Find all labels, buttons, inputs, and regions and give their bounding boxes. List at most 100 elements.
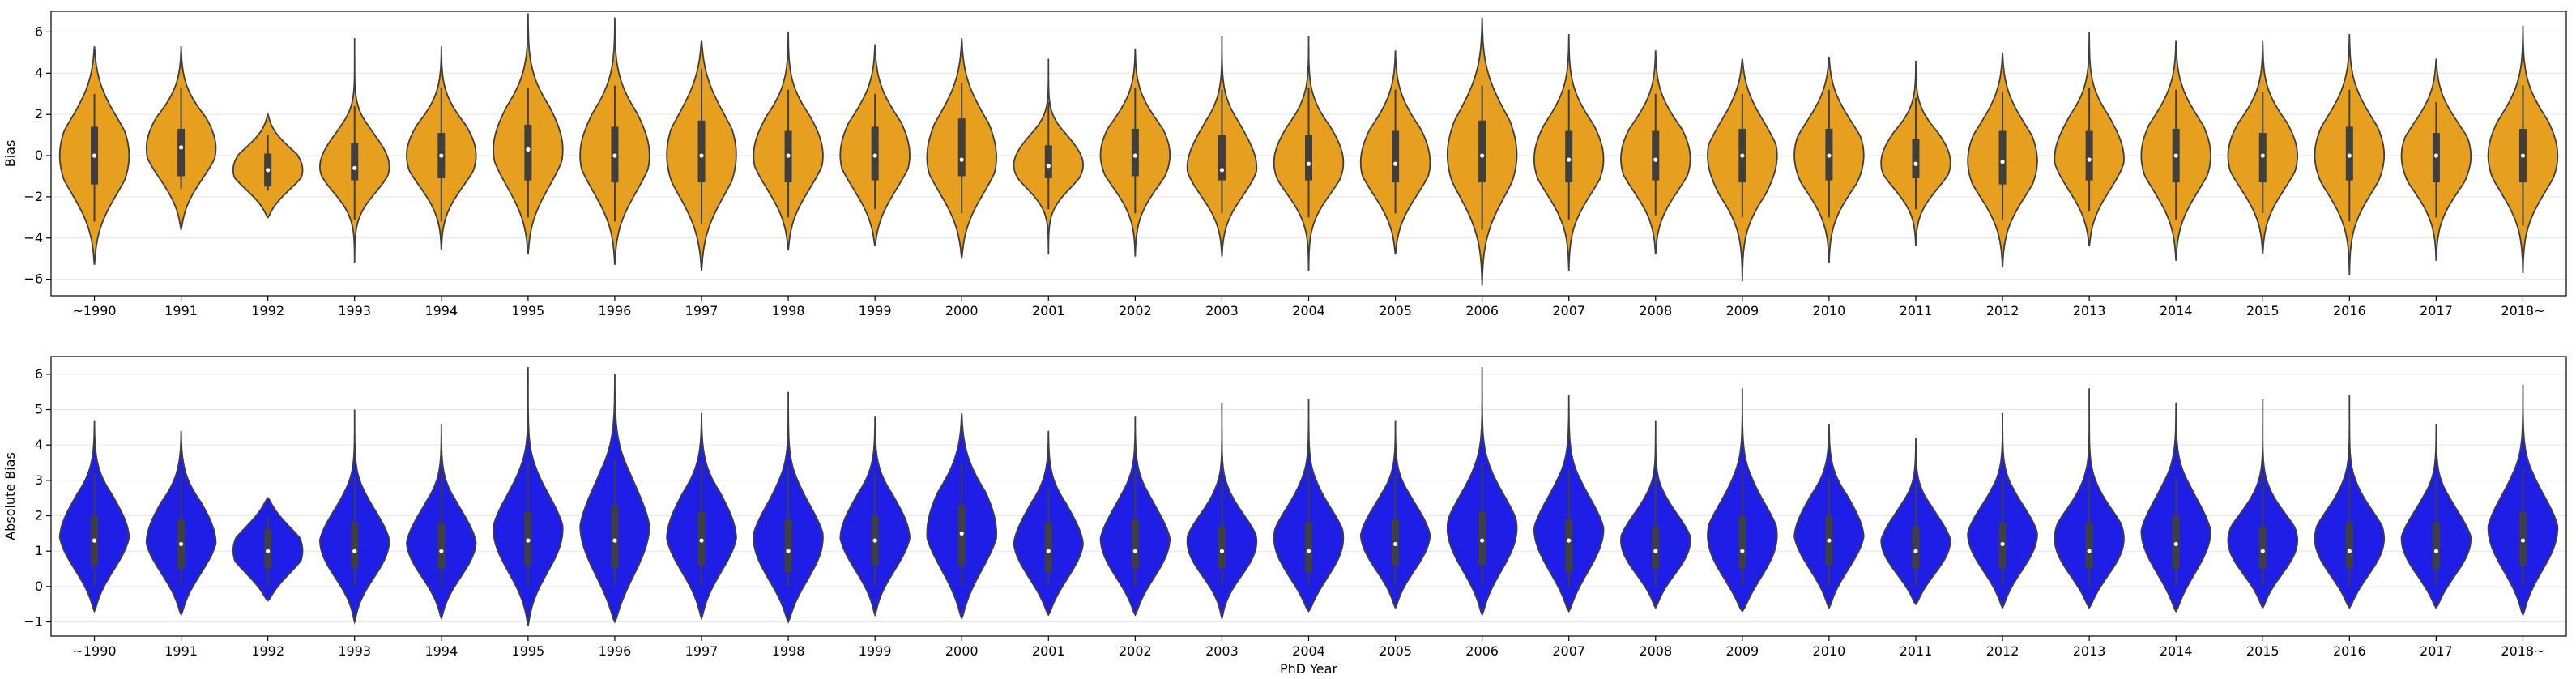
iqr-box-1993: [351, 143, 359, 181]
median-2001: [1046, 549, 1051, 553]
y-tick-label: −4: [23, 230, 43, 246]
median-2000: [959, 531, 964, 536]
iqr-box-2009: [1738, 515, 1746, 570]
median-2003: [1219, 168, 1225, 173]
x-axis-label: PhD Year: [1280, 661, 1337, 677]
x-tick-label: 1995: [512, 303, 545, 318]
x-tick-label: 2006: [1465, 643, 1499, 659]
y-axis-label: Absolute Bias: [2, 452, 18, 540]
y-tick-label: −1: [23, 614, 43, 630]
median-2014: [2173, 541, 2178, 547]
x-tick-label: 2018~: [2501, 303, 2544, 318]
x-tick-label: 1994: [424, 643, 458, 659]
axes-frame: [50, 11, 2567, 297]
x-tick-label: 2008: [1639, 643, 1672, 659]
x-tick-label: 2013: [2073, 643, 2106, 659]
iqr-box-2004: [1305, 135, 1312, 181]
iqr-box-2012: [1998, 130, 2007, 185]
x-tick-label: 2006: [1465, 303, 1499, 318]
x-tick-label: 2003: [1205, 303, 1239, 318]
median-2012: [2000, 541, 2005, 547]
x-tick-label: 1997: [685, 303, 719, 318]
x-tick-label: 2011: [1900, 643, 1933, 659]
median-1997: [699, 153, 704, 158]
x-tick-label: 2014: [2160, 643, 2193, 659]
y-tick-label: 6: [35, 23, 43, 39]
median-1998: [786, 549, 791, 553]
median-2005: [1392, 161, 1398, 166]
median-1994: [439, 153, 444, 158]
median-2004: [1306, 161, 1311, 166]
median-2010: [1827, 538, 1832, 543]
x-tick-label: 1993: [338, 643, 371, 659]
median-2008: [1653, 157, 1658, 162]
iqr-box-1998: [784, 519, 792, 573]
x-tick-label: 2007: [1552, 643, 1585, 659]
median-1995: [526, 538, 531, 543]
y-tick-label: 4: [35, 437, 43, 452]
median-1992: [266, 549, 271, 553]
median-2012: [2000, 160, 2005, 164]
median-2017: [2433, 153, 2438, 158]
median-2011: [1913, 549, 1918, 553]
median-1993: [352, 549, 357, 553]
median-1999: [872, 538, 877, 543]
median-1993: [352, 165, 357, 170]
x-tick-label: 2005: [1379, 303, 1412, 318]
median-2006: [1480, 538, 1485, 543]
median-2007: [1567, 538, 1572, 543]
x-tick-label: 2000: [945, 643, 979, 659]
x-tick-label: 2017: [2420, 643, 2453, 659]
x-tick-label: 1998: [772, 643, 805, 659]
y-tick-label: 5: [35, 402, 43, 417]
x-tick-label: ~1990: [72, 303, 116, 318]
median-2006: [1480, 153, 1485, 158]
x-tick-label: 2014: [2160, 303, 2193, 318]
median-2005: [1392, 541, 1398, 547]
x-tick-label: 2016: [2333, 303, 2366, 318]
x-tick-label: 1999: [859, 643, 892, 659]
y-tick-label: −2: [23, 189, 43, 204]
median-2013: [2087, 157, 2092, 162]
median-1999: [872, 153, 877, 158]
median-2009: [1740, 549, 1745, 553]
median-2011: [1913, 161, 1918, 166]
x-tick-label: 2002: [1119, 643, 1152, 659]
median-~1990: [92, 538, 97, 543]
iqr-box-2007: [1565, 130, 1573, 183]
x-tick-label: ~1990: [72, 643, 116, 659]
median-2013: [2087, 549, 2092, 553]
x-tick-label: 2004: [1292, 303, 1325, 318]
median-2004: [1306, 549, 1311, 553]
x-tick-label: 2012: [1986, 303, 2019, 318]
iqr-box-2008: [1652, 130, 1660, 181]
x-tick-label: 2005: [1379, 643, 1412, 659]
iqr-box-2015: [2258, 526, 2267, 570]
x-tick-label: 2012: [1986, 643, 2019, 659]
x-tick-label: 2009: [1725, 303, 1759, 318]
iqr-box-2004: [1305, 523, 1312, 573]
iqr-box-1996: [611, 505, 619, 570]
median-1991: [179, 541, 184, 547]
median-2015: [2260, 549, 2265, 553]
x-tick-label: 1996: [599, 303, 632, 318]
x-tick-label: 1994: [424, 303, 458, 318]
y-tick-label: 0: [35, 147, 43, 163]
iqr-box-2001: [1044, 145, 1052, 179]
iqr-box-2001: [1044, 523, 1052, 573]
median-1996: [612, 153, 617, 158]
x-tick-label: 1991: [164, 303, 198, 318]
median-1996: [612, 538, 617, 543]
x-tick-label: 2013: [2073, 303, 2106, 318]
x-tick-label: 2001: [1032, 303, 1065, 318]
iqr-box-2005: [1392, 130, 1400, 183]
median-2014: [2173, 153, 2178, 158]
y-tick-label: 3: [35, 472, 43, 488]
median-2002: [1132, 549, 1137, 553]
x-tick-label: 2002: [1119, 303, 1152, 318]
axes-frame: [50, 356, 2567, 637]
median-2018~: [2520, 153, 2526, 158]
iqr-box-2011: [1912, 526, 1920, 570]
y-tick-label: 1: [35, 543, 43, 558]
y-axis-label: Bias: [2, 140, 18, 168]
